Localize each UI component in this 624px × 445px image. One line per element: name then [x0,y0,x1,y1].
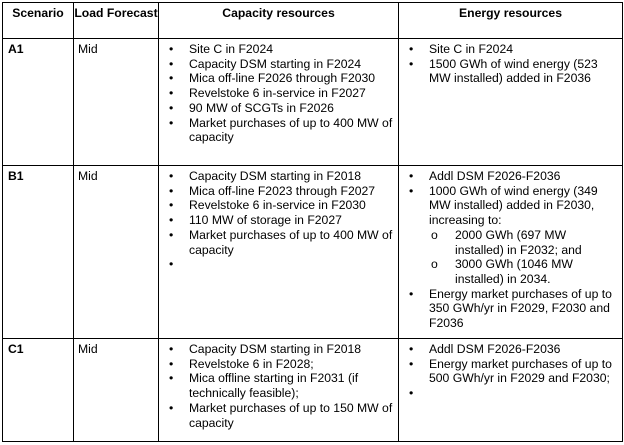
capacity-list: Capacity DSM starting in F2018 Mica off-… [159,166,398,272]
energy-item: 1000 GWh of wind energy (349 MW installe… [399,184,618,287]
capacity-item: Mica offline starting in F2031 (if techn… [159,371,394,400]
capacity-list: Capacity DSM starting in F2018 Revelstok… [159,339,398,430]
energy-list: Addl DSM F2026-F2036 Energy market purch… [399,339,622,401]
energy-item-text: 1000 GWh of wind energy (349 MW installe… [429,184,598,227]
energy-sublist: 2000 GWh (697 MW installed) in F2032; an… [429,228,618,287]
energy-cell: Addl DSM F2026-F2036 1000 GWh of wind en… [399,166,623,339]
capacity-item: 110 MW of storage in F2027 [159,213,394,228]
energy-cell: Addl DSM F2026-F2036 Energy market purch… [399,339,623,442]
capacity-cell: Site C in F2024 Capacity DSM starting in… [159,39,399,166]
load-forecast-cell: Mid [74,39,159,166]
capacity-item: 90 MW of SCGTs in F2026 [159,101,394,116]
table-row-c1: C1 Mid Capacity DSM starting in F2018 Re… [3,339,623,442]
scenario-header: Scenario [3,3,74,39]
energy-item: Site C in F2024 [399,42,618,57]
energy-item: Addl DSM F2026-F2036 [399,169,618,184]
capacity-cell: Capacity DSM starting in F2018 Mica off-… [159,166,399,339]
capacity-item: Capacity DSM starting in F2018 [159,342,394,357]
energy-subitem: 3000 GWh (1046 MW installed) in 2034. [429,257,618,286]
scenario-cell: A1 [3,39,74,166]
load-forecast-cell: Mid [74,339,159,442]
energy-item: 1500 GWh of wind energy (523 MW installe… [399,57,618,86]
energy-cell: Site C in F2024 1500 GWh of wind energy … [399,39,623,166]
energy-item: ​ [399,386,618,401]
energy-resources-header: Energy resources [399,3,623,39]
scenario-cell: C1 [3,339,74,442]
capacity-item: Capacity DSM starting in F2024 [159,57,394,72]
capacity-list: Site C in F2024 Capacity DSM starting in… [159,39,398,145]
capacity-item: Revelstoke 6 in-service in F2027 [159,86,394,101]
capacity-item: Revelstoke 6 in F2028; [159,357,394,372]
capacity-resources-header: Capacity resources [159,3,399,39]
capacity-item: Revelstoke 6 in-service in F2030 [159,198,394,213]
capacity-item: Market purchases of up to 150 MW of capa… [159,401,394,430]
header-row: Scenario Load Forecast Capacity resource… [3,3,623,39]
energy-item: Energy market purchases of up to 500 GWh… [399,357,618,386]
energy-list: Addl DSM F2026-F2036 1000 GWh of wind en… [399,166,622,331]
load-forecast-cell: Mid [74,166,159,339]
capacity-item: Mica off-line F2023 through F2027 [159,184,394,199]
capacity-item: Site C in F2024 [159,42,394,57]
energy-subitem: 2000 GWh (697 MW installed) in F2032; an… [429,228,618,257]
energy-list: Site C in F2024 1500 GWh of wind energy … [399,39,622,86]
capacity-item: Mica off-line F2026 through F2030 [159,71,394,86]
capacity-cell: Capacity DSM starting in F2018 Revelstok… [159,339,399,442]
capacity-item: Market purchases of up to 400 MW of capa… [159,116,394,145]
capacity-item: Capacity DSM starting in F2018 [159,169,394,184]
load-forecast-header: Load Forecast [74,3,159,39]
table-row-b1: B1 Mid Capacity DSM starting in F2018 Mi… [3,166,623,339]
energy-item: Addl DSM F2026-F2036 [399,342,618,357]
capacity-item: Market purchases of up to 400 MW of capa… [159,228,394,257]
scenario-cell: B1 [3,166,74,339]
energy-item: Energy market purchases of up to 350 GWh… [399,287,618,331]
table-row-a1: A1 Mid Site C in F2024 Capacity DSM star… [3,39,623,166]
capacity-item: ​ [159,257,394,272]
